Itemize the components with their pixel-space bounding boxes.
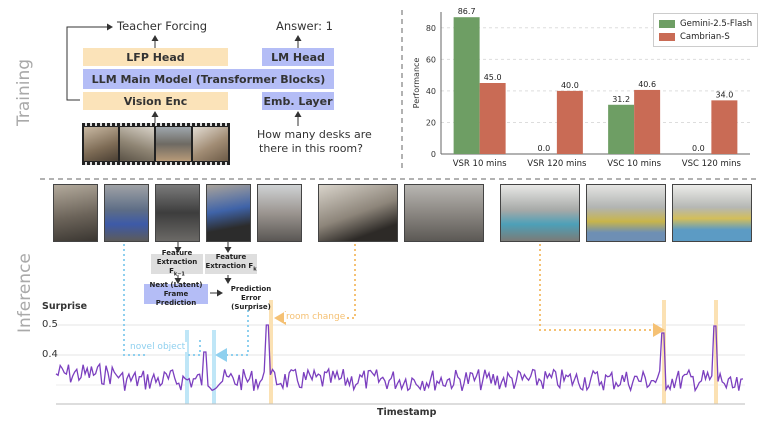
- bar: [634, 89, 661, 154]
- pred-error-line-2: (Surprise): [231, 303, 271, 311]
- x-tick-label: VSC 10 mins: [607, 159, 661, 169]
- legend-swatch-cambrian: [659, 32, 675, 41]
- room-change-highlight: [269, 300, 273, 404]
- next-frame-prediction-box: Next (Latent) Frame Prediction: [144, 280, 208, 307]
- inference-frame-image: [500, 184, 580, 242]
- inference-frame-image: [257, 184, 302, 242]
- inference-frame-image: [206, 184, 251, 242]
- y-tick-label: 80: [426, 24, 436, 33]
- teacher-forcing-label: Teacher Forcing: [117, 19, 208, 33]
- question-line-2: there in this room?: [259, 142, 363, 155]
- legend-label-cambrian: Cambrian-S: [680, 31, 730, 42]
- inference-frame-image: [53, 184, 98, 242]
- bar: [608, 104, 635, 154]
- feature-cur-line-1: Feature: [215, 253, 247, 262]
- surprise-ylabel: Surprise: [42, 301, 88, 312]
- y-tick-label: 40: [426, 87, 436, 96]
- bar: [479, 83, 506, 154]
- video-frame-image: [156, 127, 191, 161]
- bar: [711, 100, 738, 154]
- next-frame-line-1: Next (Latent): [149, 280, 203, 289]
- bar-value-label: 0.0: [538, 144, 551, 153]
- feature-prev-subscript: k−1: [173, 271, 185, 278]
- feature-cur-subscript: k: [253, 266, 257, 273]
- bar-value-label: 45.0: [484, 73, 502, 82]
- prediction-error-label: Prediction Error (Surprise): [222, 285, 280, 312]
- y-tick-label: 60: [426, 55, 436, 64]
- legend-swatch-gemini: [659, 19, 675, 28]
- y-axis-label: Performance: [412, 58, 421, 109]
- main-model-box: LLM Main Model (Transformer Blocks): [83, 69, 334, 89]
- pred-error-line-1: Prediction Error: [230, 285, 272, 302]
- feature-extraction-cur-box: Feature Extraction Fk: [205, 253, 257, 274]
- lm-head-box: LM Head: [262, 48, 334, 66]
- inference-frame-image: [104, 184, 149, 242]
- lfp-head-box: LFP Head: [83, 48, 228, 66]
- performance-bar-chart: 0 20 40 60 80 Performance 86.7 45.0 VSR 10 mins 0…: [412, 7, 750, 169]
- bar-value-label: 34.0: [715, 90, 733, 99]
- room-change-highlight: [714, 300, 718, 404]
- bar-value-label: 31.2: [612, 95, 630, 104]
- inference-frame-image: [672, 184, 752, 242]
- legend-label-gemini: Gemini-2.5-Flash: [680, 18, 753, 29]
- vision-enc-box: Vision Enc: [83, 92, 228, 110]
- novel-object-label: novel object: [128, 342, 188, 352]
- training-video-filmstrip: [82, 123, 230, 165]
- video-frame-image: [84, 127, 118, 161]
- y-tick-label: 20: [426, 118, 436, 127]
- surprise-ytick: 0.5: [42, 319, 58, 330]
- x-tick-label: VSR 10 mins: [453, 159, 507, 169]
- inference-frame-image: [404, 184, 484, 242]
- emb-layer-box: Emb. Layer: [262, 92, 334, 110]
- novel-object-highlight: [185, 330, 189, 404]
- y-tick-label: 0: [431, 150, 436, 159]
- bar-value-label: 0.0: [692, 144, 705, 153]
- feature-extraction-prev-box: Feature Extraction Fk−1: [151, 249, 203, 278]
- surprise-xlabel: Timestamp: [377, 407, 437, 418]
- answer-label: Answer: 1: [276, 19, 334, 33]
- novel-object-highlight: [212, 330, 216, 404]
- bar-value-label: 86.7: [458, 7, 476, 16]
- chart-legend: Gemini-2.5-Flash Cambrian-S: [653, 13, 759, 47]
- inference-frame-image: [155, 184, 200, 242]
- feature-cur-line-2: Extraction F: [205, 262, 254, 271]
- surprise-ytick: 0.4: [42, 349, 58, 360]
- room-change-label: room change: [284, 312, 348, 322]
- bar: [556, 90, 583, 154]
- training-arrows: [66, 23, 302, 126]
- inference-frame-image: [586, 184, 666, 242]
- surprise-line: [55, 324, 744, 393]
- question-line-1: How many desks are: [257, 128, 372, 141]
- bar: [453, 17, 480, 155]
- next-frame-line-2: Frame Prediction: [155, 289, 197, 307]
- x-tick-label: VSC 120 mins: [682, 159, 742, 169]
- bar-value-label: 40.6: [638, 80, 656, 89]
- x-tick-label: VSR 120 mins: [527, 159, 587, 169]
- feature-prev-line-2: Extraction F: [156, 257, 198, 275]
- inference-frame-image: [318, 184, 398, 242]
- video-frame-image: [193, 127, 228, 161]
- bar-value-label: 40.0: [561, 81, 579, 90]
- video-frame-image: [120, 127, 154, 161]
- feature-prev-line-1: Feature: [161, 248, 193, 257]
